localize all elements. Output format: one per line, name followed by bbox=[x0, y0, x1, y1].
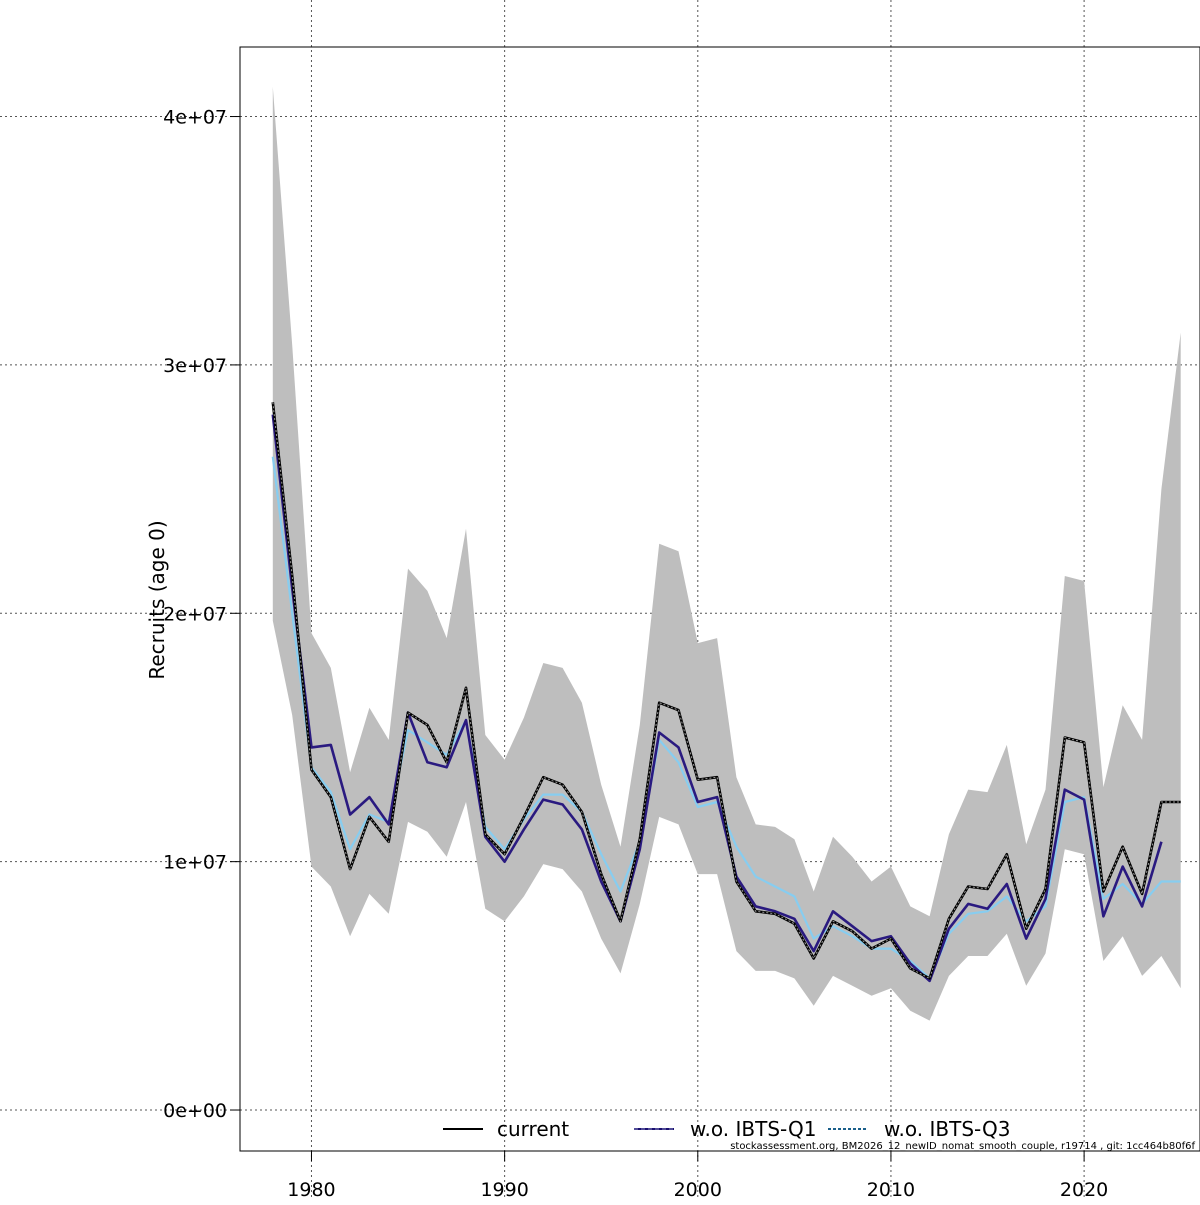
x-tick-label: 1980 bbox=[287, 1179, 335, 1200]
series-line-current-overlay bbox=[272, 402, 1181, 980]
confidence-band bbox=[272, 86, 1181, 1021]
legend-label: current bbox=[497, 1117, 569, 1141]
confidence-band-layer bbox=[272, 86, 1181, 1021]
legend-label: w.o. IBTS-Q1 bbox=[690, 1117, 816, 1141]
x-tick-label: 2020 bbox=[1060, 1179, 1108, 1200]
x-tick-label: 1990 bbox=[480, 1179, 528, 1200]
series-layer bbox=[271, 402, 1181, 983]
series-line-wo-ibts-q1 bbox=[271, 414, 1163, 983]
y-tick-label: 4e+07 bbox=[163, 107, 227, 129]
y-tick-label: 3e+07 bbox=[163, 355, 227, 377]
x-tick-label: 2000 bbox=[674, 1179, 722, 1200]
y-tick-label: 0e+00 bbox=[163, 1100, 227, 1122]
y-tick-label: 2e+07 bbox=[163, 603, 227, 625]
legend: current w.o. IBTS-Q1 w.o. IBTS-Q3 bbox=[443, 1117, 1010, 1141]
y-tick-label: 1e+07 bbox=[163, 852, 227, 874]
y-axis-label: Recruits (age 0) bbox=[145, 520, 169, 679]
plot-frame bbox=[239, 46, 1200, 1152]
axis-layer: 1980 1990 2000 2010 2020 0e+00 1e+07 2e+07 3e+07… bbox=[163, 107, 1108, 1201]
footer-note: stockassessment.org, BM2026_12_newID_nom… bbox=[730, 1141, 1195, 1152]
legend-label: w.o. IBTS-Q3 bbox=[884, 1117, 1010, 1141]
x-tick-label: 2010 bbox=[867, 1179, 915, 1200]
